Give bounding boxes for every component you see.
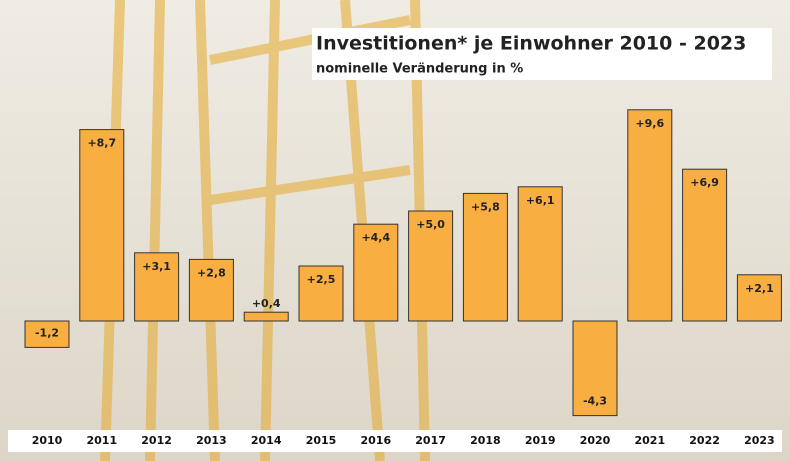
bar xyxy=(408,210,454,322)
x-tick-label: 2016 xyxy=(360,434,391,447)
value-label: +6,1 xyxy=(526,194,555,207)
value-label: +4,4 xyxy=(361,231,390,244)
x-tick-label: 2020 xyxy=(580,434,611,447)
value-label: +6,9 xyxy=(690,176,719,189)
value-label: +2,1 xyxy=(745,282,774,295)
x-tick-label: 2012 xyxy=(141,434,172,447)
chart-title: Investitionen* je Einwohner 2010 - 2023 xyxy=(316,33,746,55)
bar xyxy=(627,109,673,322)
value-label: +5,8 xyxy=(471,200,500,213)
bar xyxy=(353,223,399,322)
value-label: +8,7 xyxy=(87,137,116,150)
bar xyxy=(134,252,180,322)
title-box xyxy=(312,28,772,80)
value-label: +2,5 xyxy=(307,273,336,286)
x-tick-label: 2019 xyxy=(525,434,556,447)
x-tick-label: 2023 xyxy=(744,434,775,447)
x-tick-label: 2011 xyxy=(86,434,117,447)
value-label: +0,4 xyxy=(252,297,281,310)
chart-subtitle: nominelle Veränderung in % xyxy=(316,62,523,77)
bar xyxy=(188,258,234,322)
x-tick-label: 2022 xyxy=(689,434,720,447)
bar xyxy=(517,186,563,322)
value-label: +2,8 xyxy=(197,266,226,279)
bar xyxy=(682,168,728,322)
x-tick-label: 2015 xyxy=(306,434,337,447)
bar xyxy=(24,320,70,348)
bar xyxy=(79,129,125,322)
value-label: +3,1 xyxy=(142,260,171,273)
x-tick-label: 2021 xyxy=(634,434,665,447)
x-tick-label: 2017 xyxy=(415,434,446,447)
x-tick-label: 2010 xyxy=(32,434,63,447)
bar xyxy=(736,274,782,322)
x-tick-label: 2014 xyxy=(251,434,282,447)
x-tick-label: 2013 xyxy=(196,434,227,447)
bar xyxy=(298,265,344,322)
bar xyxy=(572,320,618,417)
value-label: -1,2 xyxy=(35,326,59,339)
value-label: +9,6 xyxy=(635,117,664,130)
bar xyxy=(243,311,289,322)
bar xyxy=(462,192,508,322)
value-label: -4,3 xyxy=(583,395,607,408)
category-strip xyxy=(8,430,782,452)
value-label: +5,0 xyxy=(416,218,445,231)
x-tick-label: 2018 xyxy=(470,434,501,447)
